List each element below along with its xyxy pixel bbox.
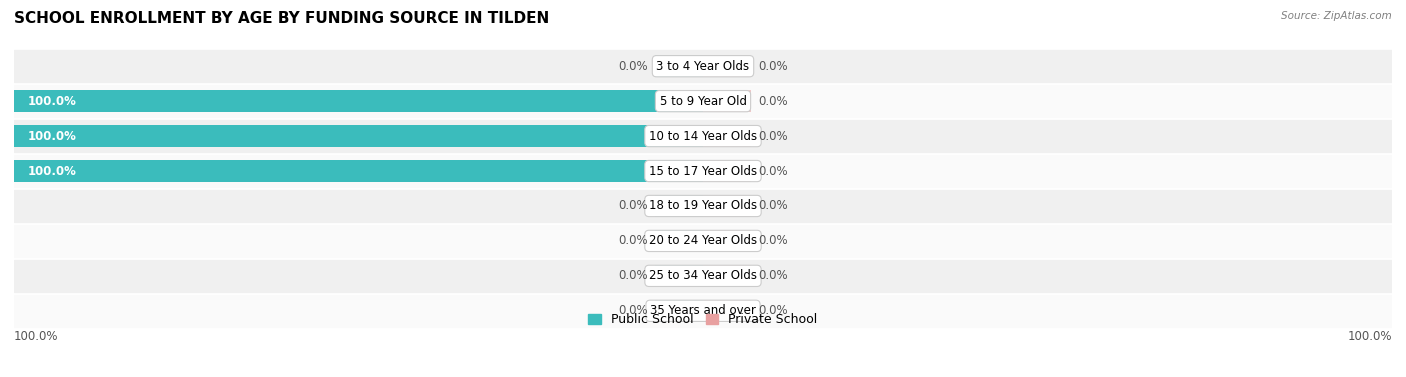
Bar (703, 90, 751, 112)
Text: 25 to 34 Year Olds: 25 to 34 Year Olds (650, 269, 756, 282)
Bar (703, 125, 751, 147)
Legend: Public School, Private School: Public School, Private School (583, 308, 823, 331)
Text: 0.0%: 0.0% (619, 60, 648, 73)
Text: 100.0%: 100.0% (1347, 330, 1392, 343)
Text: 10 to 14 Year Olds: 10 to 14 Year Olds (650, 130, 756, 143)
Text: 0.0%: 0.0% (619, 199, 648, 213)
Bar (14, 225, 1392, 257)
Text: Source: ZipAtlas.com: Source: ZipAtlas.com (1281, 11, 1392, 21)
Text: 100.0%: 100.0% (28, 164, 77, 178)
Text: 0.0%: 0.0% (758, 130, 787, 143)
Text: 100.0%: 100.0% (28, 95, 77, 108)
Bar (703, 230, 751, 252)
Text: 3 to 4 Year Olds: 3 to 4 Year Olds (657, 60, 749, 73)
Bar (703, 300, 751, 322)
Bar (14, 190, 1392, 222)
Bar (14, 295, 1392, 326)
Bar (14, 90, 703, 112)
Text: 0.0%: 0.0% (758, 60, 787, 73)
Bar (14, 86, 1392, 117)
Text: 18 to 19 Year Olds: 18 to 19 Year Olds (650, 199, 756, 213)
Bar (14, 155, 1392, 187)
Text: 0.0%: 0.0% (758, 269, 787, 282)
Text: 0.0%: 0.0% (619, 269, 648, 282)
Text: 5 to 9 Year Old: 5 to 9 Year Old (659, 95, 747, 108)
Bar (655, 230, 703, 252)
Text: 0.0%: 0.0% (619, 234, 648, 247)
Bar (703, 265, 751, 287)
Text: 15 to 17 Year Olds: 15 to 17 Year Olds (650, 164, 756, 178)
Text: 100.0%: 100.0% (28, 130, 77, 143)
Bar (655, 195, 703, 217)
Bar (14, 125, 703, 147)
Text: 0.0%: 0.0% (758, 304, 787, 317)
Text: 0.0%: 0.0% (758, 199, 787, 213)
Text: 0.0%: 0.0% (619, 304, 648, 317)
Text: 100.0%: 100.0% (14, 330, 59, 343)
Bar (14, 260, 1392, 291)
Bar (655, 55, 703, 77)
Bar (14, 51, 1392, 82)
Text: SCHOOL ENROLLMENT BY AGE BY FUNDING SOURCE IN TILDEN: SCHOOL ENROLLMENT BY AGE BY FUNDING SOUR… (14, 11, 550, 26)
Bar (655, 265, 703, 287)
Bar (14, 160, 703, 182)
Text: 0.0%: 0.0% (758, 234, 787, 247)
Bar (703, 195, 751, 217)
Text: 35 Years and over: 35 Years and over (650, 304, 756, 317)
Bar (14, 120, 1392, 152)
Text: 20 to 24 Year Olds: 20 to 24 Year Olds (650, 234, 756, 247)
Bar (703, 160, 751, 182)
Text: 0.0%: 0.0% (758, 164, 787, 178)
Text: 0.0%: 0.0% (758, 95, 787, 108)
Bar (703, 55, 751, 77)
Bar (655, 300, 703, 322)
